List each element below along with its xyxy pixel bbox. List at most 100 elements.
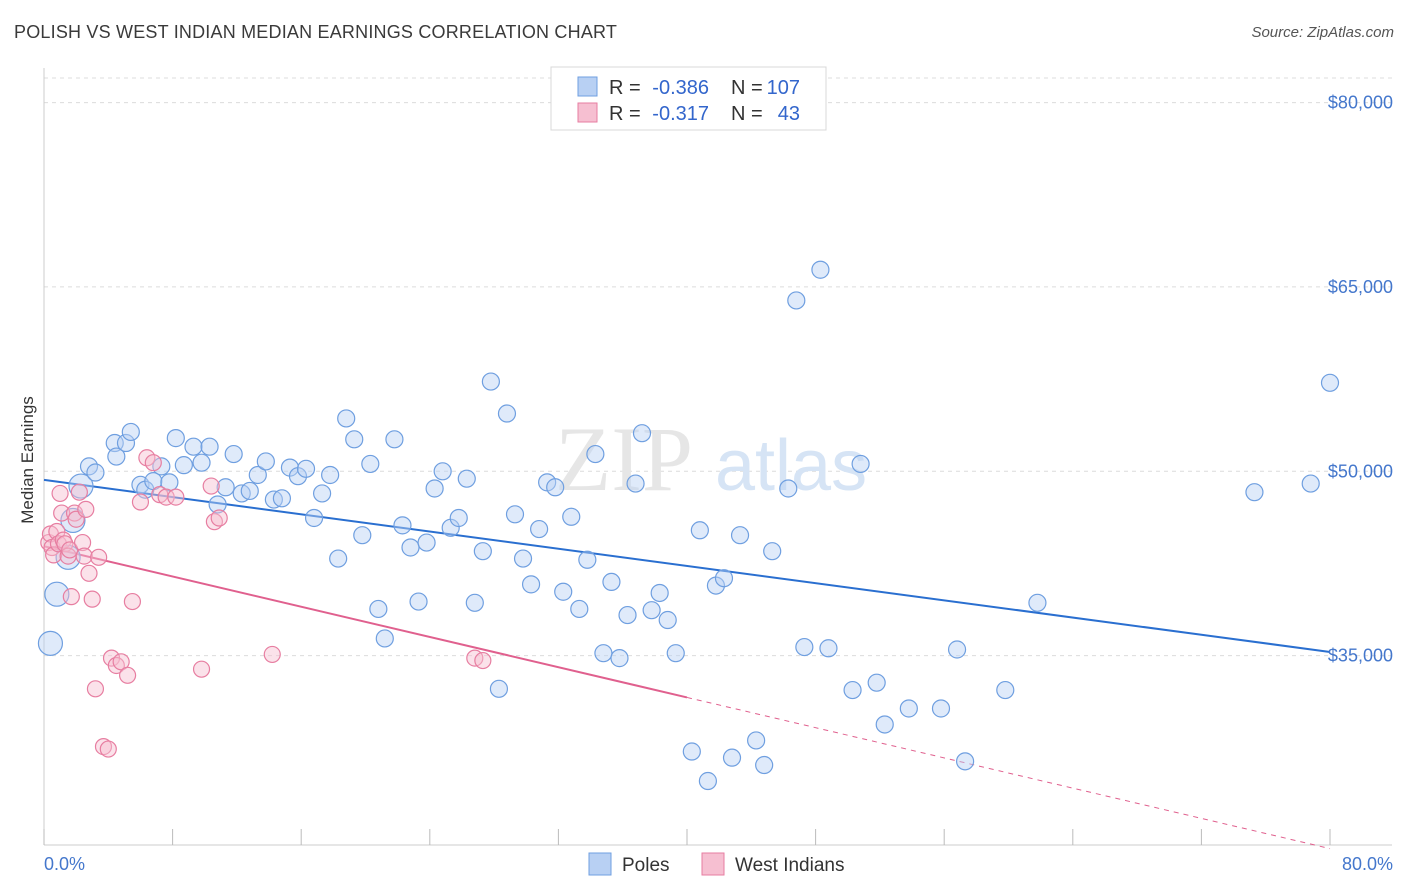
poles-point [304,508,324,528]
poles-point [497,404,517,423]
poles-point [787,291,806,310]
poles-point [811,260,830,279]
poles-point [1245,483,1264,502]
west-indians-point [51,484,69,503]
poles-point [632,424,652,443]
west-indians-point [123,592,142,611]
poles-point [321,465,340,485]
poles-point [353,526,372,545]
poles-point [505,505,525,524]
poles-point [779,479,798,498]
legend-r-value: -0.386 [652,77,709,99]
poles-point [594,644,613,663]
legend-r-value: -0.317 [652,103,709,125]
poles-point [819,639,838,658]
poles-point [931,699,951,718]
west-indians-point [157,488,175,506]
chart-title: POLISH VS WEST INDIAN MEDIAN EARNINGS CO… [14,22,618,42]
poles-point [375,629,394,648]
poles-point [690,521,709,540]
watermark-zip: ZIP [555,408,693,510]
poles-point [86,463,105,482]
bottom-legend: Poles West Indians [588,852,844,876]
x-tick-label: 80.0% [1342,854,1393,874]
poles-point [586,444,605,464]
poles-point [546,478,565,497]
poles-point [409,592,428,611]
poles-point [449,508,468,528]
poles-point [425,479,444,498]
poles-point [473,542,492,561]
poles-point [682,742,701,761]
poles-point [44,581,70,607]
poles-point [248,465,267,485]
west-indians-point [53,504,71,522]
poles-point [626,474,645,493]
poles-point [457,469,476,488]
west-indians-point [77,500,95,518]
poles-point [224,444,243,464]
poles-point [312,484,332,503]
poles-point [722,748,742,767]
poles-point [570,599,589,619]
poles-point [947,640,967,659]
poles-point [562,507,581,526]
poles-point [747,731,766,750]
west-indians-point [73,533,92,552]
west-indians-point [86,680,105,698]
poles-point [166,429,185,448]
legend: R = -0.386 N = 107 R = -0.317 N = 43 [550,66,827,131]
poles-point [160,473,179,492]
west-indians-point [202,477,220,495]
west-indians-point [61,541,79,559]
poles-point [121,422,140,442]
poles-point [899,699,918,718]
trend-line-west-indians [43,545,688,699]
west-indians-point [94,737,113,756]
poles-point [996,680,1015,700]
legend-n-label: N = [731,103,763,125]
west-indians-point [192,660,211,678]
poles-point [1320,373,1340,392]
west-indians-point [80,564,98,582]
trend-line-poles [43,478,1331,653]
y-tick-label: $65,000 [1328,277,1393,297]
poles-point [433,462,452,481]
poles-point [256,452,275,471]
poles-legend-label: Poles [622,855,670,876]
poles-point [642,601,661,620]
poles-point [192,453,211,472]
west-indians-point [474,651,492,670]
poles-point [875,715,894,734]
west-indians-point [144,454,162,472]
poles-point [200,437,219,456]
west-indians-point [131,493,150,511]
west-indians-swatch [701,852,725,876]
poles-point [216,478,235,497]
y-tick-label: $35,000 [1328,646,1393,666]
west-indians-point [48,522,66,541]
watermark-atlas: atlas [715,426,867,506]
poles-point [650,583,669,603]
poles-point [174,456,193,475]
trend-line-extension [686,696,1331,850]
poles-point [465,593,484,612]
poles-point [698,771,717,791]
west-indians-point [65,504,84,522]
west-indians-point [70,483,88,501]
poles-point [513,549,533,568]
poles-point [618,605,637,625]
poles-point [337,409,356,428]
poles-point [730,526,750,545]
poles-point [610,649,629,668]
west-indians-point [83,590,101,608]
poles-point [184,437,203,456]
trend-lines [43,478,1331,850]
west-indians-point [75,547,93,565]
y-tick-label: $50,000 [1328,461,1393,481]
legend-n-label: N = [731,77,763,99]
poles-point [955,752,975,771]
data-points [37,260,1340,791]
x-tick-label: 0.0% [44,854,85,874]
